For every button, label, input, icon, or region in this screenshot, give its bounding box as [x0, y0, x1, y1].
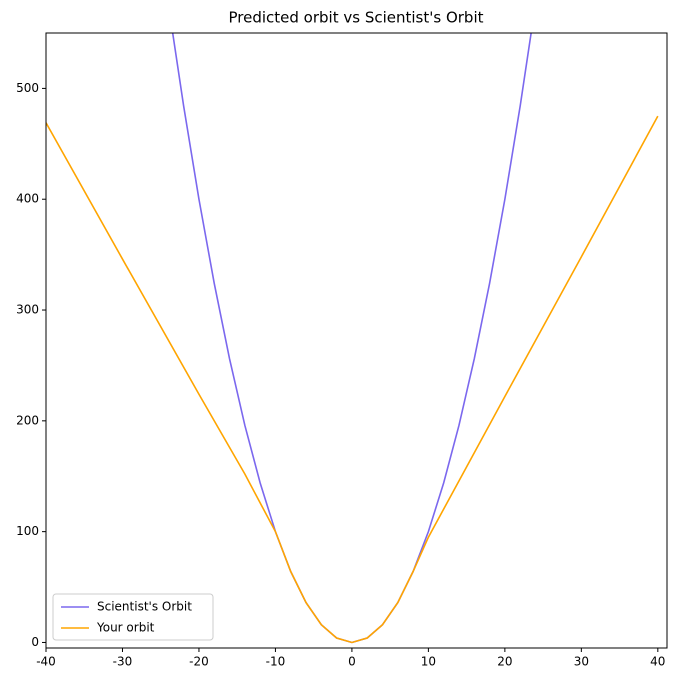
- x-tick-label: 30: [574, 655, 589, 669]
- x-tick-label: -40: [36, 655, 56, 669]
- y-tick-label: 500: [16, 81, 39, 95]
- x-tick-label: 0: [348, 655, 356, 669]
- y-tick-label: 0: [31, 635, 39, 649]
- chart-title: Predicted orbit vs Scientist's Orbit: [229, 9, 484, 27]
- plot-area: [46, 33, 659, 644]
- series-line: [46, 115, 659, 644]
- axes-frame: [45, 32, 668, 649]
- x-tick-label: 20: [497, 655, 512, 669]
- x-tick-label: 10: [421, 655, 436, 669]
- y-tick-label: 300: [16, 303, 39, 317]
- legend-box: [52, 593, 214, 641]
- x-tick-label: 40: [650, 655, 665, 669]
- y-tick-label: 200: [16, 413, 39, 427]
- y-tick-label: 100: [16, 524, 39, 538]
- x-tick-label: -30: [113, 655, 133, 669]
- y-tick-label: 400: [16, 192, 39, 206]
- x-tick-label: -10: [266, 655, 286, 669]
- x-tick-label: -20: [189, 655, 209, 669]
- legend-label: Scientist's Orbit: [97, 600, 192, 614]
- legend-label: Your orbit: [96, 621, 155, 635]
